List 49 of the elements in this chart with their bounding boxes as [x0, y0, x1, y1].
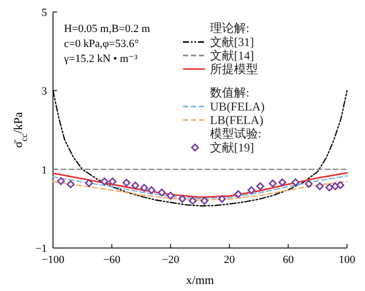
- point: [66, 180, 75, 188]
- y-tick-label: 5: [42, 7, 48, 19]
- annotation: 数值解:: [210, 86, 250, 100]
- point: [218, 194, 226, 203]
- annotation: 模型试验:: [210, 126, 262, 140]
- annotation: H=0.05 m,B=0.2 m: [64, 23, 150, 35]
- point: [278, 178, 286, 186]
- legend-label: 所提模型: [210, 62, 258, 76]
- point: [234, 190, 242, 198]
- point: [166, 192, 175, 200]
- point: [56, 177, 65, 186]
- annotation: 理论解:: [210, 21, 250, 35]
- point: [256, 182, 264, 190]
- annotation: c=0 kPa,φ=53.6°: [64, 38, 139, 50]
- x-tick-label: −100: [42, 254, 65, 266]
- y-tick-label: 1: [42, 164, 47, 176]
- point: [248, 186, 256, 194]
- legend-label: 文献[19]: [210, 140, 254, 154]
- point: [122, 178, 130, 187]
- legend-label: UB(FELA): [210, 100, 265, 114]
- legend-label: 文献[14]: [210, 48, 254, 62]
- point: [85, 179, 93, 188]
- legend-label: 文献[31]: [210, 35, 254, 49]
- point: [325, 183, 334, 192]
- point: [292, 178, 300, 186]
- x-tick-label: 20: [224, 254, 236, 266]
- point: [158, 188, 166, 196]
- point: [200, 196, 208, 205]
- y-tick-label: −1: [35, 243, 47, 255]
- point: [100, 178, 108, 186]
- point: [268, 180, 277, 188]
- y-tick-label: 3: [42, 86, 48, 98]
- point: [331, 182, 340, 190]
- point: [336, 181, 344, 190]
- point: [131, 182, 140, 190]
- x-tick-label: 60: [282, 254, 294, 266]
- annotation: γ=15.2 kN • m⁻³: [63, 53, 138, 65]
- point: [316, 182, 324, 190]
- point: [140, 184, 148, 192]
- point: [188, 196, 197, 205]
- point: [148, 186, 156, 194]
- x-tick-label: −60: [103, 254, 121, 266]
- point: [178, 194, 186, 203]
- point: [108, 178, 116, 186]
- x-tick-label: −20: [162, 254, 180, 266]
- x-axis-title: x/mm: [186, 273, 215, 287]
- point: [304, 180, 313, 188]
- x-tick-label: 100: [338, 254, 356, 266]
- legend-label: LB(FELA): [210, 113, 264, 127]
